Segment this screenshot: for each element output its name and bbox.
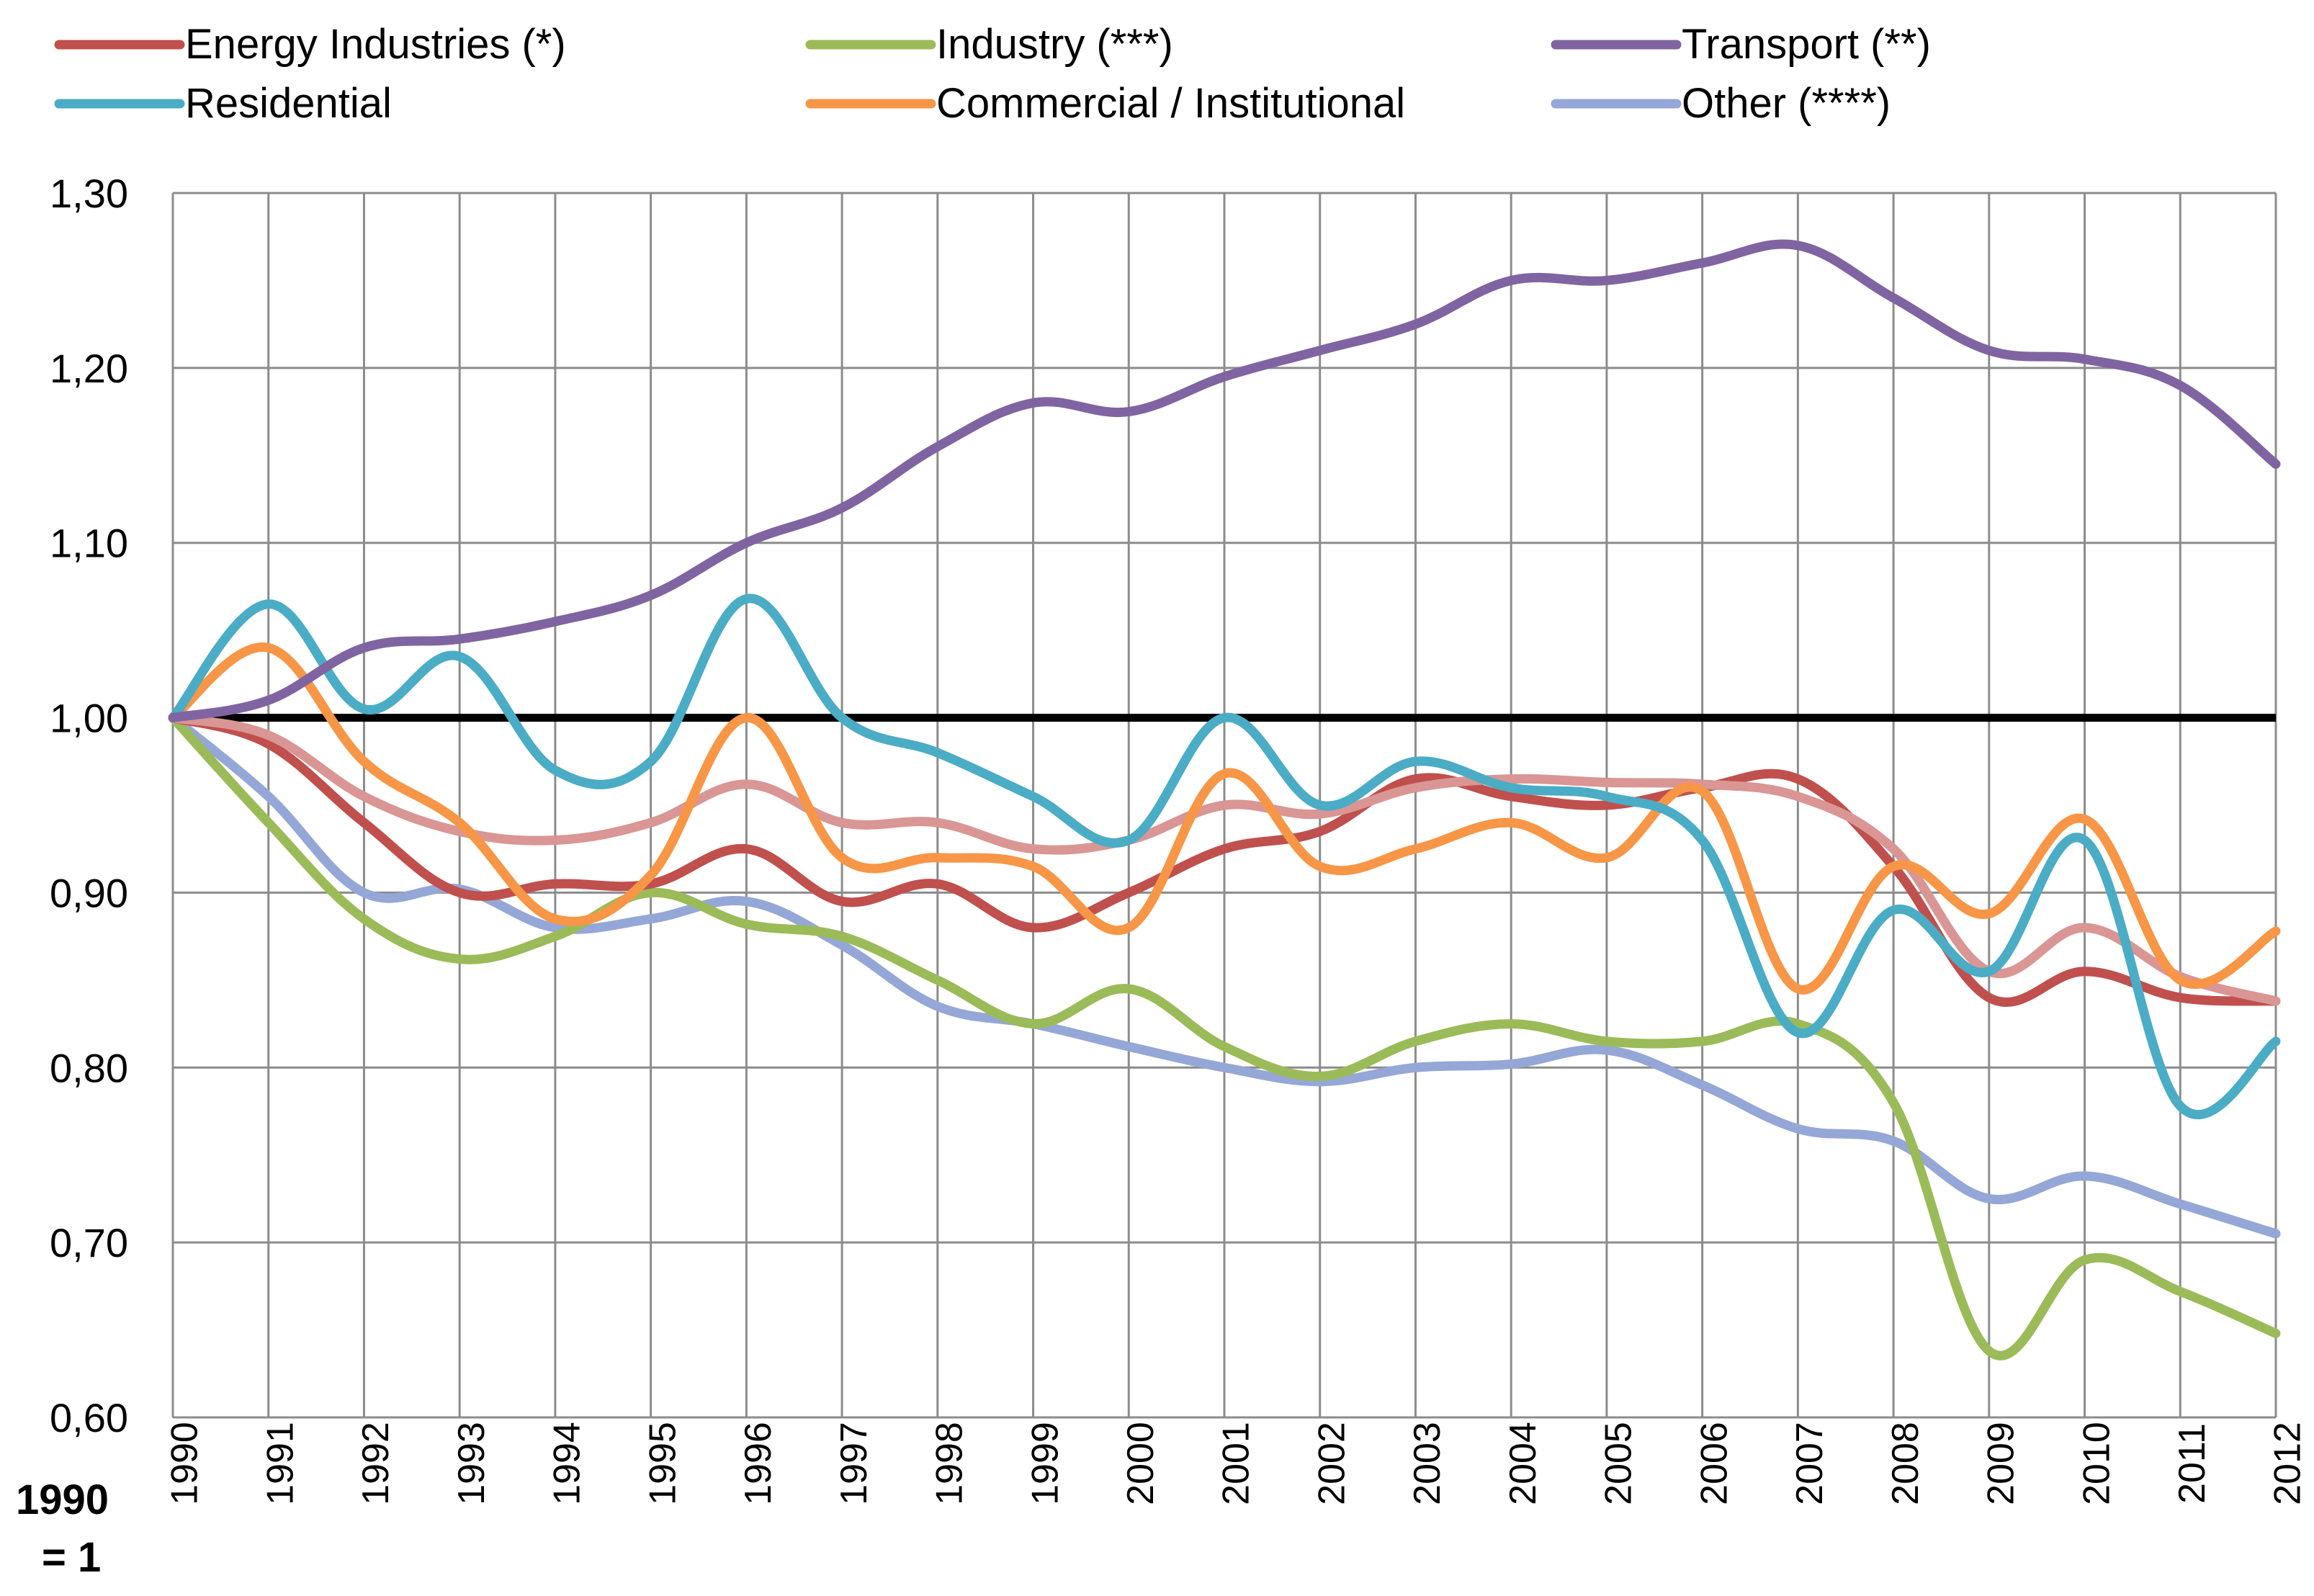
- legend-label: Transport (**): [1682, 21, 1931, 68]
- x-tick-label: 2009: [1981, 1422, 2022, 1505]
- series-line-other: [168, 713, 2281, 1239]
- legend-label: Industry (***): [936, 21, 1173, 68]
- legend-label: Energy Industries (*): [185, 21, 566, 68]
- x-tick-label: 1996: [737, 1422, 779, 1505]
- x-tick-label: 2000: [1120, 1422, 1162, 1505]
- y-tick-label: 0,60: [50, 1395, 128, 1440]
- x-tick-label: 2008: [1885, 1422, 1927, 1505]
- y-tick-label: 0,90: [50, 870, 128, 915]
- x-tick-label: 1994: [547, 1422, 588, 1505]
- series-group: [168, 239, 2281, 1360]
- x-tick-label: 1998: [929, 1422, 971, 1505]
- axes: 0,60 0,70 0,80 0,90 1,00 1,10 1,20 1,30 1990 1991…: [50, 171, 2309, 1505]
- x-tick-label: 1992: [355, 1422, 397, 1505]
- legend-label: Other (****): [1682, 80, 1891, 127]
- x-tick-label: 1997: [833, 1422, 875, 1505]
- x-tick-label: 1990: [164, 1422, 206, 1505]
- series-line-commercial-institutional: [168, 642, 2281, 995]
- legend-label: Residential: [185, 80, 392, 127]
- x-tick-label: 2004: [1502, 1422, 1544, 1505]
- baseline-label-line1: 1990: [16, 1476, 109, 1523]
- grid: [171, 192, 2277, 1419]
- legend: Energy Industries (*) Industry (***) Trans…: [54, 21, 1931, 127]
- x-tick-label: 2003: [1407, 1422, 1448, 1505]
- x-tick-label: 2007: [1789, 1422, 1831, 1505]
- x-tick-label: 2012: [2267, 1422, 2309, 1505]
- x-tick-label: 1995: [642, 1422, 683, 1505]
- y-tick-label: 1,10: [50, 521, 128, 566]
- y-tick-label: 0,70: [50, 1220, 128, 1265]
- x-tick-label: 1999: [1024, 1422, 1066, 1505]
- baseline-label-line2: = 1: [42, 1534, 101, 1581]
- x-tick-label: 2001: [1216, 1422, 1257, 1505]
- legend-label: Commercial / Institutional: [936, 80, 1405, 127]
- x-tick-label: 1993: [451, 1422, 493, 1505]
- x-tick-label: 2010: [2076, 1422, 2117, 1505]
- y-tick-label: 0,80: [50, 1045, 128, 1090]
- series-line-unlabeled: [168, 713, 2281, 1006]
- series-line-industry: [168, 713, 2281, 1360]
- x-tick-label: 2002: [1311, 1422, 1353, 1505]
- series-line-transport: [168, 239, 2281, 723]
- y-tick-label: 1,20: [50, 346, 128, 391]
- x-tick-label: 2011: [2171, 1423, 2213, 1504]
- series-line-residential: [168, 593, 2281, 1119]
- x-tick-label: 2005: [1598, 1422, 1640, 1505]
- x-tick-label: 1991: [259, 1422, 301, 1505]
- y-tick-label: 1,00: [50, 696, 128, 741]
- y-tick-label: 1,30: [50, 171, 128, 216]
- x-tick-label: 2006: [1693, 1422, 1735, 1505]
